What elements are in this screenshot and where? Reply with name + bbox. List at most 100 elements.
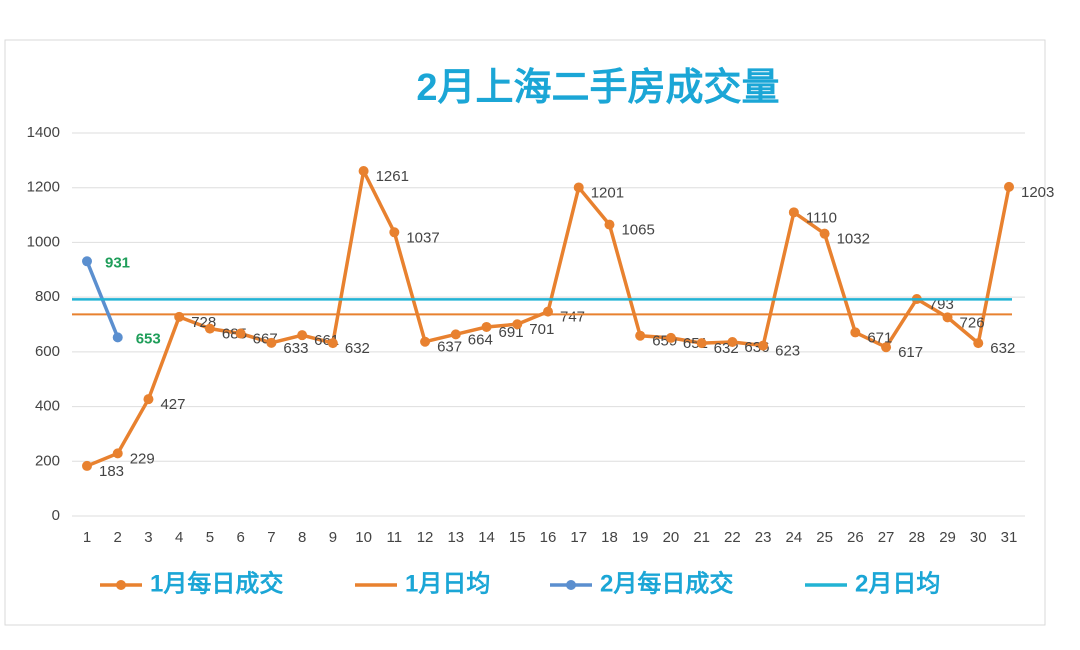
x-tick-label: 28 [908,529,925,546]
x-tick-label: 24 [786,529,803,546]
y-tick-label: 400 [35,398,60,415]
x-tick-label: 20 [663,529,680,546]
x-tick-label: 3 [144,529,152,546]
data-point [665,332,676,343]
x-tick-label: 26 [847,529,864,546]
x-tick-label: 9 [329,529,337,546]
chart-frame [4,39,1046,626]
chart-title: 2月上海二手房成交量 [416,66,779,109]
data-label: 633 [283,340,308,357]
data-point [1004,181,1014,192]
data-point [696,338,707,349]
data-label: 183 [99,463,124,480]
x-tick-label: 18 [601,529,618,546]
legend-marker [116,580,126,590]
data-point [266,337,277,348]
x-tick-label: 14 [478,529,495,546]
data-point [112,448,123,459]
data-point [758,340,769,351]
data-label: 617 [898,344,923,361]
x-tick-label: 16 [540,529,557,546]
data-point [973,338,984,349]
data-point [327,338,338,349]
x-tick-label: 5 [206,529,214,546]
data-point [112,332,123,343]
x-tick-label: 11 [387,529,403,546]
data-label: 1032 [837,231,870,248]
legend-label: 2月日均 [855,569,940,597]
data-point [819,228,830,239]
data-point [727,337,738,348]
data-label: 653 [136,330,161,347]
x-tick-label: 30 [970,529,987,546]
x-tick-label: 1 [83,529,91,546]
data-label: 637 [437,339,462,356]
data-label: 747 [560,309,585,326]
data-label: 664 [468,331,493,348]
x-tick-label: 23 [755,529,772,546]
data-point [788,207,799,218]
data-point [358,166,369,177]
x-tick-label: 7 [267,529,275,546]
data-point [204,323,215,334]
data-label: 229 [130,450,155,467]
x-tick-label: 8 [298,529,306,546]
data-label: 623 [775,343,800,360]
data-point [420,336,431,347]
data-label: 931 [105,254,130,271]
data-point [82,256,92,267]
x-tick-label: 22 [724,529,741,546]
data-point [881,342,892,353]
data-point [604,219,615,230]
x-tick-label: 6 [236,529,244,546]
data-label: 1037 [406,229,439,246]
y-tick-label: 1000 [27,233,60,250]
data-label: 701 [529,321,554,338]
data-label: 632 [990,340,1015,357]
data-point [573,182,584,193]
x-tick-label: 10 [355,529,372,546]
x-tick-label: 27 [878,529,895,546]
x-tick-label: 4 [175,529,183,546]
data-point [82,460,92,471]
x-tick-label: 13 [447,529,464,546]
data-label: 1065 [621,222,654,239]
x-tick-label: 21 [693,529,710,546]
y-tick-label: 600 [35,343,60,360]
x-tick-label: 12 [417,529,434,546]
y-tick-label: 1200 [27,179,60,196]
data-label: 427 [160,396,185,413]
data-label: 671 [867,329,892,346]
data-label: 632 [345,340,370,357]
data-label: 726 [960,314,985,331]
data-label: 1261 [376,168,409,185]
x-tick-label: 17 [570,529,587,546]
data-label: 1201 [591,184,624,201]
data-point [389,227,400,238]
y-tick-label: 200 [35,452,60,469]
data-label: 1203 [1021,184,1054,201]
x-tick-label: 2 [114,529,122,546]
y-tick-label: 800 [35,288,60,305]
x-tick-label: 29 [939,529,956,546]
data-point [174,311,185,322]
x-tick-label: 15 [509,529,526,546]
x-tick-label: 19 [632,529,649,546]
legend-label: 2月每日成交 [600,569,733,597]
data-point [450,329,461,340]
data-point [297,330,308,341]
data-point [143,394,154,405]
legend-label: 1月日均 [405,569,490,597]
legend-marker [566,580,576,590]
data-point [512,319,523,330]
y-tick-label: 0 [52,507,60,524]
y-tick-label: 1400 [27,124,60,141]
legend-label: 1月每日成交 [150,569,283,597]
x-tick-label: 25 [816,529,833,546]
data-label: 1110 [806,209,837,226]
data-point [481,321,492,332]
data-point [635,330,646,341]
data-point [235,328,246,339]
